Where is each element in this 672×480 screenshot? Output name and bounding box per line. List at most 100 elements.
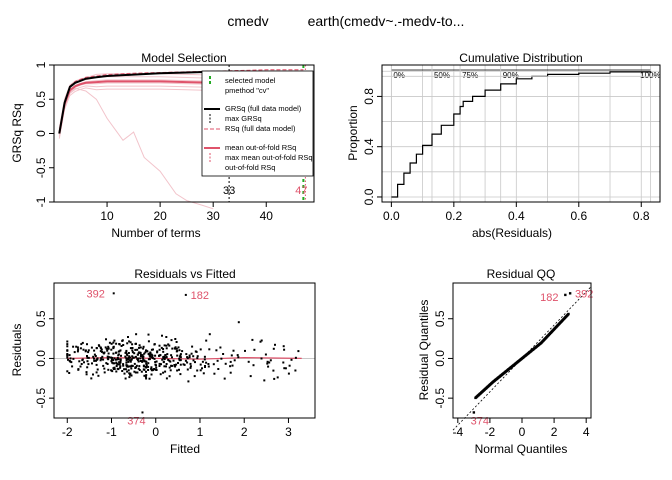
residual-point <box>148 377 151 380</box>
residual-point <box>144 375 147 378</box>
residual-point <box>145 374 148 377</box>
residual-point <box>110 360 113 363</box>
residual-point <box>170 339 173 342</box>
residual-point <box>139 351 142 354</box>
residual-point <box>177 346 180 349</box>
residual-point <box>105 362 108 365</box>
residual-point <box>178 357 181 360</box>
residual-point <box>110 369 113 372</box>
oof-drop-curve <box>58 87 214 210</box>
residual-point <box>169 369 172 372</box>
residual-point <box>111 361 114 364</box>
residual-point <box>168 366 171 369</box>
residual-point <box>120 345 123 347</box>
residual-point <box>186 368 189 371</box>
residual-point <box>92 373 94 376</box>
residual-point <box>152 348 154 351</box>
residual-point <box>147 369 150 371</box>
residual-point <box>282 345 285 348</box>
residual-point <box>135 333 138 336</box>
residual-point <box>143 360 146 363</box>
residual-point <box>148 358 151 361</box>
residual-point <box>179 356 182 359</box>
residual-point <box>82 348 85 351</box>
residual-point <box>252 364 255 367</box>
residual-point <box>112 362 115 365</box>
residual-point <box>158 354 161 357</box>
residual-point <box>86 360 89 363</box>
residual-point <box>130 374 133 377</box>
residual-point <box>137 360 140 363</box>
residual-point <box>272 347 275 350</box>
residual-point <box>215 349 218 352</box>
residual-point <box>201 367 203 370</box>
residual-point <box>273 377 276 380</box>
residual-point <box>149 355 152 358</box>
residual-point <box>253 348 256 351</box>
residual-point <box>165 336 168 338</box>
residual-point <box>130 358 133 361</box>
quantile-label: 90% <box>503 71 519 80</box>
residual-point <box>128 376 131 379</box>
residual-point <box>107 347 110 350</box>
residual-point <box>140 353 142 356</box>
residual-point <box>101 350 103 353</box>
residual-point <box>182 363 185 366</box>
residual-point <box>165 363 168 365</box>
residual-point <box>102 358 105 361</box>
model-selection-panel: Model Selection selected model pmethod "… <box>10 51 315 240</box>
residual-point <box>115 351 118 354</box>
residual-point <box>107 356 110 359</box>
residual-point <box>139 357 142 360</box>
y-tick-label: 0 <box>34 130 48 137</box>
residual-point <box>145 377 148 380</box>
residual-point <box>66 354 69 357</box>
x-tick-label: 0 <box>152 425 159 439</box>
residual-point <box>150 348 153 351</box>
residual-point <box>76 346 79 349</box>
residual-point <box>115 342 118 345</box>
residual-point <box>101 355 104 358</box>
residual-point <box>85 371 88 374</box>
residual-point <box>134 371 137 374</box>
residual-point <box>110 358 113 361</box>
residual-point <box>164 354 167 357</box>
y-tick-label: 0.4 <box>362 138 376 155</box>
residual-point <box>106 355 109 358</box>
residual-point <box>118 361 121 364</box>
residual-point <box>229 365 232 368</box>
residual-point <box>204 366 206 368</box>
outlier-label: 182 <box>191 290 209 302</box>
residual-point <box>131 365 134 367</box>
residual-point <box>179 354 182 357</box>
residual-point <box>185 353 188 356</box>
y-tick-label: -0.5 <box>34 387 48 408</box>
residual-point <box>131 343 134 346</box>
residual-point <box>133 352 136 355</box>
residual-point <box>189 362 192 365</box>
residual-point <box>151 356 153 359</box>
cumulative-distribution-ylabel: Proportion <box>346 105 360 160</box>
residual-point <box>161 358 164 361</box>
residual-point <box>100 348 103 351</box>
residual-point <box>148 354 151 357</box>
residual-point <box>233 359 236 362</box>
residual-point <box>189 365 192 368</box>
residual-point <box>69 360 72 363</box>
residual-point <box>196 369 199 372</box>
residual-point <box>170 354 173 357</box>
x-tick-label: 4 <box>583 425 590 439</box>
residuals-vs-fitted-title: Residuals vs Fitted <box>134 267 235 281</box>
residual-point <box>119 361 122 364</box>
x-tick-label: -1 <box>106 425 117 439</box>
residual-point <box>186 361 189 364</box>
residual-point <box>98 344 101 347</box>
residual-point <box>112 352 115 355</box>
residual-point <box>161 334 163 337</box>
residual-point <box>134 355 137 358</box>
residual-point <box>142 345 145 348</box>
residual-point <box>199 369 202 372</box>
residual-point <box>151 354 154 357</box>
residual-point <box>120 354 122 357</box>
residual-point <box>162 361 165 364</box>
